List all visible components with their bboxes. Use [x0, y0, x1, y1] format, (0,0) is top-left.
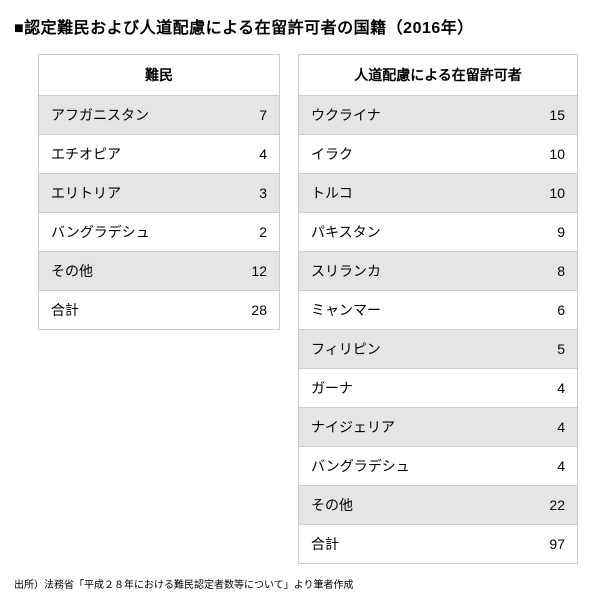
- row-label: トルコ: [299, 174, 478, 213]
- table-row: その他12: [39, 252, 280, 291]
- source-note: 出所）法務省「平成２８年における難民認定者数等について」より筆者作成: [14, 576, 586, 591]
- row-label: ナイジェリア: [299, 408, 478, 447]
- row-value: 7: [198, 96, 280, 135]
- row-value: 12: [198, 252, 280, 291]
- row-value: 97: [478, 525, 578, 564]
- row-label: スリランカ: [299, 252, 478, 291]
- row-label: バングラデシュ: [299, 447, 478, 486]
- row-label: フィリピン: [299, 330, 478, 369]
- row-value: 3: [198, 174, 280, 213]
- row-value: 8: [478, 252, 578, 291]
- row-value: 4: [478, 369, 578, 408]
- row-label: パキスタン: [299, 213, 478, 252]
- table-row: ウクライナ15: [299, 96, 578, 135]
- table-row: バングラデシュ2: [39, 213, 280, 252]
- row-value: 4: [198, 135, 280, 174]
- row-value: 5: [478, 330, 578, 369]
- refugees-header: 難民: [39, 55, 280, 96]
- row-value: 2: [198, 213, 280, 252]
- table-row: ミャンマー6: [299, 291, 578, 330]
- row-label: エリトリア: [39, 174, 198, 213]
- table-row: パキスタン9: [299, 213, 578, 252]
- row-value: 4: [478, 447, 578, 486]
- table-row: ナイジェリア4: [299, 408, 578, 447]
- humanitarian-body: ウクライナ15イラク10トルコ10パキスタン9スリランカ8ミャンマー6フィリピン…: [299, 96, 578, 564]
- row-value: 15: [478, 96, 578, 135]
- table-row: イラク10: [299, 135, 578, 174]
- row-label: その他: [299, 486, 478, 525]
- table-row: 合計28: [39, 291, 280, 330]
- row-label: バングラデシュ: [39, 213, 198, 252]
- row-label: イラク: [299, 135, 478, 174]
- table-row: バングラデシュ4: [299, 447, 578, 486]
- row-label: アフガニスタン: [39, 96, 198, 135]
- row-value: 10: [478, 174, 578, 213]
- row-label: エチオピア: [39, 135, 198, 174]
- table-row: スリランカ8: [299, 252, 578, 291]
- table-row: エリトリア3: [39, 174, 280, 213]
- refugees-body: アフガニスタン7エチオピア4エリトリア3バングラデシュ2その他12合計28: [39, 96, 280, 330]
- table-row: 合計97: [299, 525, 578, 564]
- table-row: その他22: [299, 486, 578, 525]
- table-row: アフガニスタン7: [39, 96, 280, 135]
- row-value: 28: [198, 291, 280, 330]
- table-row: トルコ10: [299, 174, 578, 213]
- row-value: 10: [478, 135, 578, 174]
- table-row: ガーナ4: [299, 369, 578, 408]
- row-value: 4: [478, 408, 578, 447]
- row-value: 9: [478, 213, 578, 252]
- row-label: その他: [39, 252, 198, 291]
- row-label: ウクライナ: [299, 96, 478, 135]
- row-label: 合計: [299, 525, 478, 564]
- humanitarian-header: 人道配慮による在留許可者: [299, 55, 578, 96]
- row-label: ガーナ: [299, 369, 478, 408]
- tables-container: 難民 アフガニスタン7エチオピア4エリトリア3バングラデシュ2その他12合計28…: [14, 54, 586, 564]
- humanitarian-table: 人道配慮による在留許可者 ウクライナ15イラク10トルコ10パキスタン9スリラン…: [298, 54, 578, 564]
- row-label: 合計: [39, 291, 198, 330]
- row-label: ミャンマー: [299, 291, 478, 330]
- refugees-table: 難民 アフガニスタン7エチオピア4エリトリア3バングラデシュ2その他12合計28: [38, 54, 280, 330]
- table-row: フィリピン5: [299, 330, 578, 369]
- row-value: 22: [478, 486, 578, 525]
- row-value: 6: [478, 291, 578, 330]
- table-row: エチオピア4: [39, 135, 280, 174]
- page-title: ■認定難民および人道配慮による在留許可者の国籍（2016年）: [14, 14, 586, 38]
